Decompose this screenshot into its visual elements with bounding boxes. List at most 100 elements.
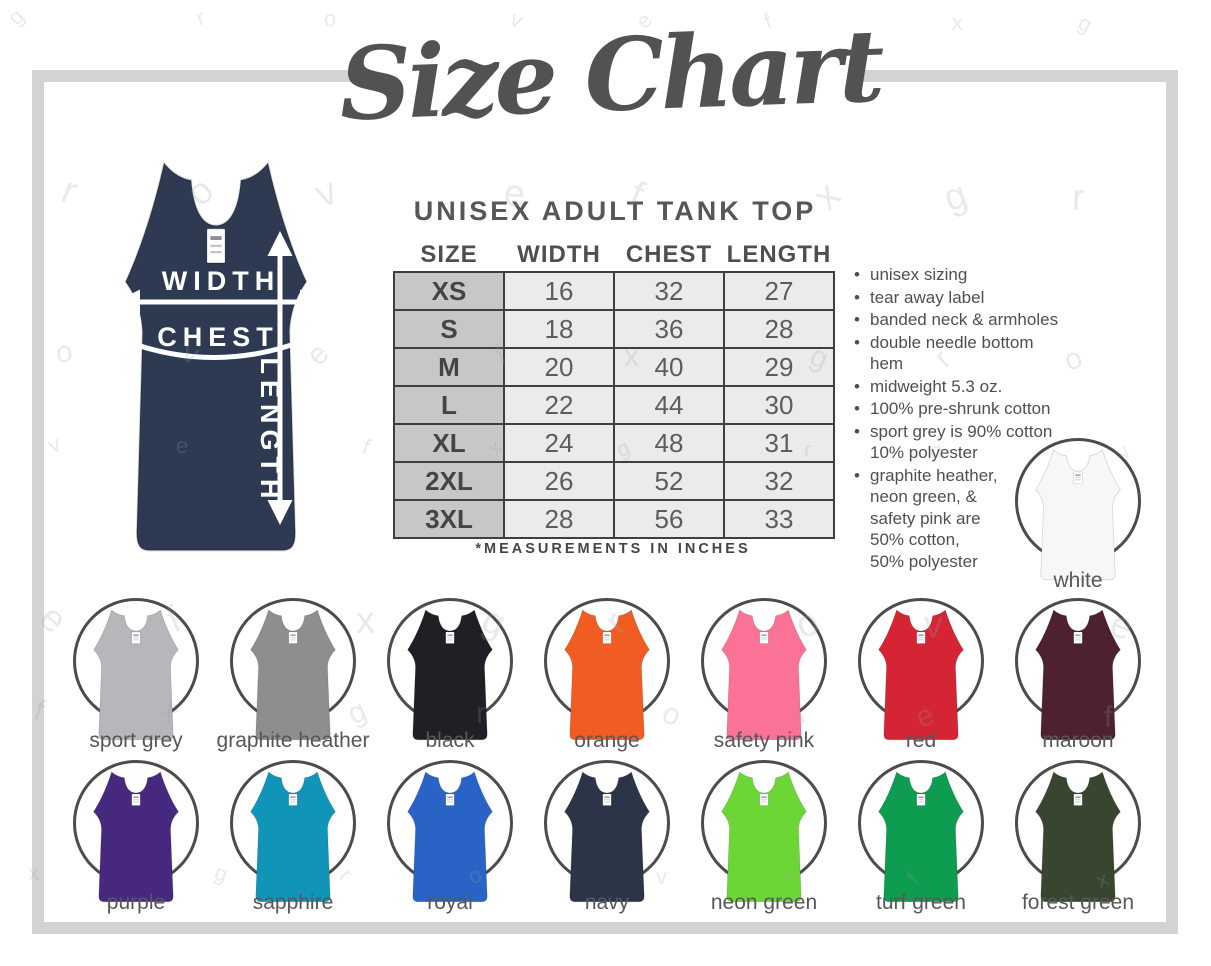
feature-item: unisex sizing	[853, 264, 1068, 286]
color-label: white	[1053, 569, 1103, 592]
width-cell: 28	[503, 499, 615, 539]
tank-top-icon	[83, 609, 189, 745]
size-cell: L	[393, 385, 505, 425]
color-label: orange	[574, 729, 640, 752]
size-cell: M	[393, 347, 505, 387]
product-heading: UNISEX ADULT TANK TOP	[413, 196, 817, 226]
chest-cell: 40	[613, 347, 725, 387]
size-table-row: XL 24 48 31	[393, 423, 835, 463]
color-label: neon green	[710, 891, 818, 914]
color-swatch: white	[1000, 438, 1157, 603]
feature-item: sport grey is 90% cotton 10% polyester	[853, 421, 1068, 464]
size-table-column-header: WIDTH	[517, 240, 601, 268]
length-cell: 30	[723, 385, 835, 425]
length-cell: 29	[723, 347, 835, 387]
color-label: royal	[427, 891, 473, 914]
chest-arrow	[108, 330, 325, 360]
tank-top-icon	[397, 771, 503, 907]
color-label: forest green	[1021, 891, 1135, 914]
page-title: Size Chart	[337, 6, 883, 144]
color-label: safety pink	[713, 729, 815, 752]
watermark-letter: o	[55, 335, 73, 370]
color-swatch: turf green	[843, 760, 1000, 925]
frame-border-bottom	[32, 922, 1178, 934]
tank-top-icon	[1025, 771, 1131, 907]
measurements-footnote: *MEASUREMENTS IN INCHES	[475, 541, 751, 557]
size-cell: 2XL	[393, 461, 505, 501]
feature-item: tear away label	[853, 287, 1068, 309]
color-label: black	[425, 729, 475, 752]
size-table: SIZE WIDTH CHEST LENGTH XS 16 32 27 S 18 36 28 M 20 4…	[393, 238, 835, 539]
size-table-row: 2XL 26 52 32	[393, 461, 835, 501]
tank-top-icon	[83, 771, 189, 907]
length-cell: 31	[723, 423, 835, 463]
tank-top-icon	[554, 609, 660, 745]
watermark-letter: g	[938, 173, 973, 221]
measurement-arrows: WIDTH CHEST LENGTH	[108, 231, 325, 525]
watermark-letter: x	[951, 9, 964, 36]
color-swatch: purple	[58, 760, 215, 925]
length-cell: 28	[723, 309, 835, 349]
tank-top-icon	[554, 771, 660, 907]
chest-cell: 36	[613, 309, 725, 349]
width-cell: 20	[503, 347, 615, 387]
color-label: maroon	[1042, 729, 1114, 752]
color-label: turf green	[876, 891, 966, 914]
feature-list: unisex sizingtear away labelbanded neck …	[853, 264, 1068, 573]
watermark-letter: r	[1070, 176, 1086, 220]
color-swatch: red	[843, 598, 1000, 763]
size-table-row: 3XL 28 56 33	[393, 499, 835, 539]
chest-cell: 52	[613, 461, 725, 501]
chest-cell: 56	[613, 499, 725, 539]
tank-top-icon	[240, 771, 346, 907]
frame-border-left	[32, 70, 44, 934]
length-cell: 33	[723, 499, 835, 539]
color-swatch: navy	[529, 760, 686, 925]
tank-top-icon	[240, 609, 346, 745]
feature-item: graphite heather, neon green, & safety p…	[853, 465, 1068, 573]
watermark-letter: r	[192, 4, 209, 31]
tank-top-icon	[868, 771, 974, 907]
color-label: purple	[106, 891, 166, 914]
feature-item: midweight 5.3 oz.	[853, 376, 1068, 398]
size-table-column-header: SIZE	[420, 240, 478, 268]
color-label: sapphire	[252, 891, 334, 914]
tank-top-icon	[1025, 449, 1131, 585]
color-label: navy	[584, 891, 630, 914]
color-label: graphite heather	[216, 729, 370, 752]
color-label: red	[905, 729, 937, 752]
feature-item: banded neck & armholes	[853, 309, 1068, 331]
size-table-row: L 22 44 30	[393, 385, 835, 425]
tank-top-icon	[1025, 609, 1131, 745]
color-swatch: black	[372, 598, 529, 763]
color-swatch: graphite heather	[215, 598, 372, 763]
watermark-letter: g	[1074, 9, 1097, 38]
width-cell: 16	[503, 271, 615, 311]
size-cell: 3XL	[393, 499, 505, 539]
color-swatch: safety pink	[686, 598, 843, 763]
feature-item: double needle bottom hem	[853, 332, 1068, 375]
chest-cell: 48	[613, 423, 725, 463]
length-measure-label: LENGTH	[255, 358, 285, 505]
color-label: sport grey	[89, 729, 183, 752]
watermark-letter: f	[358, 433, 374, 460]
color-swatch: orange	[529, 598, 686, 763]
tank-top-icon	[711, 609, 817, 745]
watermark-letter: g	[2, 3, 29, 30]
width-cell: 22	[503, 385, 615, 425]
watermark-letter: v	[44, 430, 65, 459]
width-cell: 18	[503, 309, 615, 349]
chest-cell: 32	[613, 271, 725, 311]
feature-item: 100% pre-shrunk cotton	[853, 398, 1068, 420]
frame-border-top-right	[862, 70, 1178, 82]
size-cell: S	[393, 309, 505, 349]
color-swatch: sapphire	[215, 760, 372, 925]
chest-measure-label: CHEST	[157, 322, 279, 352]
tank-top-icon	[868, 609, 974, 745]
width-measure-label: WIDTH	[162, 266, 280, 296]
length-cell: 27	[723, 271, 835, 311]
frame-border-right	[1166, 70, 1178, 934]
size-table-column-header: CHEST	[625, 240, 713, 268]
tank-top-icon	[397, 609, 503, 745]
